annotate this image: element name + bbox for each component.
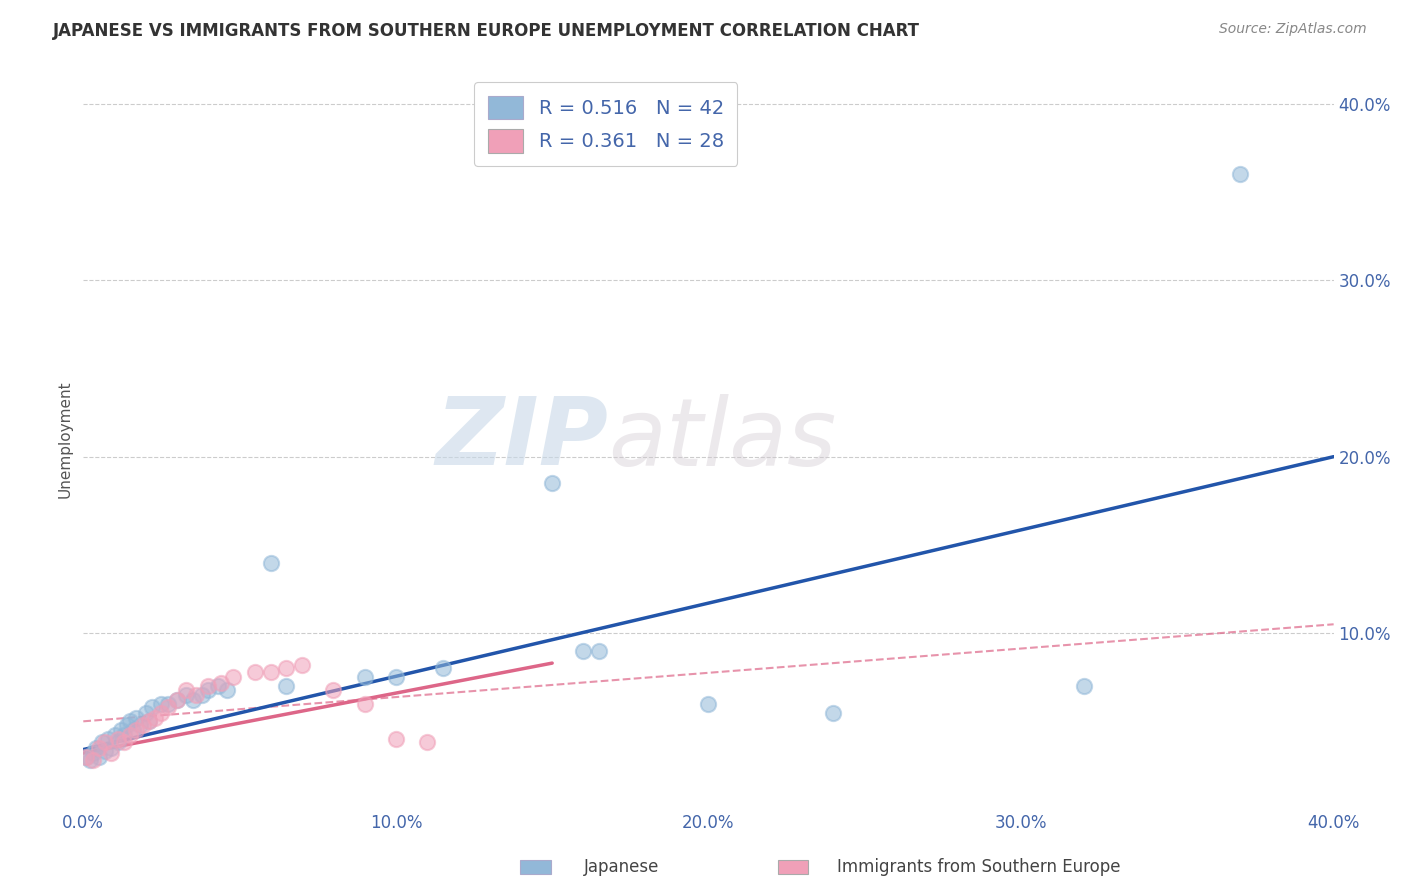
Point — [122, 723, 145, 738]
Point — [276, 679, 298, 693]
Point — [82, 753, 104, 767]
Point — [141, 700, 163, 714]
Point — [112, 728, 135, 742]
Point — [222, 670, 245, 684]
Point — [100, 746, 122, 760]
Point — [150, 697, 173, 711]
Point — [207, 679, 229, 693]
Point — [260, 665, 283, 679]
Point — [97, 731, 120, 746]
Point — [1073, 679, 1095, 693]
Point — [156, 697, 179, 711]
Point — [125, 711, 148, 725]
Point — [588, 644, 610, 658]
Point — [94, 735, 117, 749]
Point — [209, 675, 232, 690]
Point — [197, 682, 219, 697]
Point — [150, 706, 173, 720]
Point — [135, 706, 157, 720]
Point — [697, 697, 720, 711]
Text: ZIP: ZIP — [436, 393, 609, 485]
Point — [112, 735, 135, 749]
Text: JAPANESE VS IMMIGRANTS FROM SOUTHERN EUROPE UNEMPLOYMENT CORRELATION CHART: JAPANESE VS IMMIGRANTS FROM SOUTHERN EUR… — [53, 22, 921, 40]
Point — [75, 749, 97, 764]
Point — [120, 728, 142, 742]
Point — [184, 688, 207, 702]
Point — [138, 714, 160, 729]
Point — [416, 735, 439, 749]
Point — [1229, 167, 1251, 181]
Point — [166, 693, 188, 707]
Y-axis label: Unemployment: Unemployment — [58, 380, 72, 498]
Point — [110, 723, 132, 738]
Point — [128, 718, 150, 732]
Text: atlas: atlas — [609, 393, 837, 484]
Point — [176, 682, 198, 697]
Point — [245, 665, 267, 679]
Point — [166, 693, 188, 707]
Point — [75, 749, 97, 764]
Point — [79, 753, 101, 767]
Point — [82, 746, 104, 760]
Point — [138, 714, 160, 729]
Text: Immigrants from Southern Europe: Immigrants from Southern Europe — [837, 858, 1121, 876]
Point — [322, 682, 344, 697]
Point — [291, 657, 314, 672]
Point — [156, 700, 179, 714]
Point — [260, 556, 283, 570]
Point — [143, 711, 166, 725]
Point — [823, 706, 845, 720]
Point — [432, 661, 454, 675]
Point — [107, 735, 129, 749]
Point — [181, 693, 204, 707]
Point — [176, 688, 198, 702]
Point — [125, 723, 148, 738]
Point — [103, 728, 125, 742]
Point — [197, 679, 219, 693]
Point — [91, 735, 114, 749]
Point — [115, 718, 138, 732]
Point — [353, 697, 375, 711]
Point — [353, 670, 375, 684]
Point — [84, 740, 107, 755]
Text: Japanese: Japanese — [583, 858, 659, 876]
Point — [87, 740, 110, 755]
Text: Source: ZipAtlas.com: Source: ZipAtlas.com — [1219, 22, 1367, 37]
Point — [120, 714, 142, 729]
Point — [107, 731, 129, 746]
Point — [385, 731, 408, 746]
Point — [541, 476, 564, 491]
Point — [100, 740, 122, 755]
Point — [217, 682, 239, 697]
Point — [87, 749, 110, 764]
Point — [191, 688, 214, 702]
Point — [276, 661, 298, 675]
Point — [572, 644, 595, 658]
Legend: R = 0.516   N = 42, R = 0.361   N = 28: R = 0.516 N = 42, R = 0.361 N = 28 — [474, 82, 737, 166]
Point — [94, 744, 117, 758]
Point — [131, 718, 153, 732]
Point — [385, 670, 408, 684]
